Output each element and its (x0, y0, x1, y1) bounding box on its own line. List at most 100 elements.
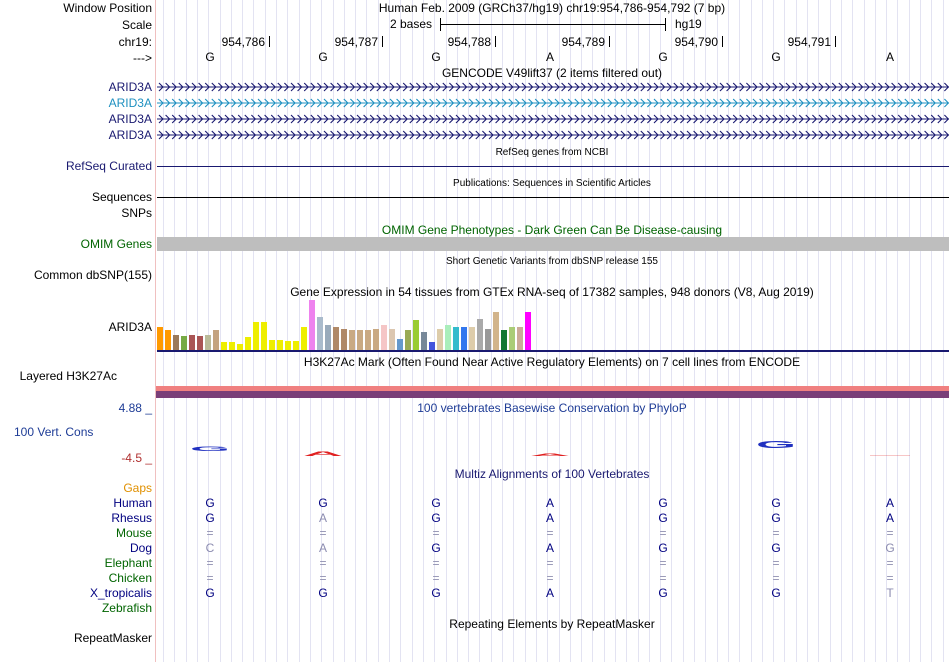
h3k27ac-label[interactable]: Layered H3K27Ac (19, 369, 117, 383)
gtex-tissue-bar[interactable] (277, 340, 283, 350)
omim-label[interactable]: OMIM Genes (80, 237, 152, 251)
strand-arrow (330, 98, 336, 108)
multiz-species-label[interactable]: X_tropicalis (89, 586, 152, 600)
gtex-tissue-bar[interactable] (493, 312, 499, 350)
strand-arrow (871, 130, 877, 140)
publications-line[interactable] (157, 197, 949, 198)
gtex-tissue-bar[interactable] (325, 325, 331, 350)
multiz-species-label[interactable]: Rhesus (111, 511, 152, 525)
multiz-species-label[interactable]: Elephant (104, 556, 152, 570)
strand-arrow (257, 130, 263, 140)
snps-label[interactable]: SNPs (121, 206, 152, 220)
multiz-base: G (771, 541, 781, 555)
phylop-base-logo[interactable]: — (868, 445, 912, 457)
strand-arrow (462, 98, 468, 108)
gencode-gene-label[interactable]: ARID3A (108, 96, 152, 110)
dbsnp-label[interactable]: Common dbSNP(155) (33, 268, 152, 282)
strand-arrow (297, 98, 303, 108)
gtex-tissue-bar[interactable] (461, 327, 467, 350)
gtex-tissue-bar[interactable] (517, 327, 523, 350)
gtex-tissue-bar[interactable] (365, 330, 371, 350)
gtex-tissue-bar[interactable] (405, 330, 411, 350)
phylop-base-logo[interactable]: G (188, 440, 232, 453)
multiz-species-label[interactable]: Chicken (108, 571, 152, 585)
gtex-tissue-bar[interactable] (197, 336, 203, 350)
gencode-gene-label[interactable]: ARID3A (108, 112, 152, 126)
strand-arrow (244, 98, 250, 108)
phylop-base-logo[interactable]: A (528, 445, 572, 457)
gtex-tissue-bar[interactable] (269, 340, 275, 350)
gtex-tissue-bar[interactable] (341, 329, 347, 350)
gtex-tissue-bar[interactable] (293, 341, 299, 350)
strand-arrow (647, 114, 653, 124)
gtex-tissue-bar[interactable] (357, 330, 363, 350)
strand-arrow (185, 82, 191, 92)
gtex-tissue-bar[interactable] (421, 332, 427, 350)
gencode-transcript[interactable] (157, 82, 949, 92)
gencode-transcript[interactable] (157, 114, 949, 124)
gtex-tissue-bar[interactable] (221, 342, 227, 350)
refseq-label[interactable]: RefSeq Curated (65, 159, 152, 173)
gtex-tissue-bar[interactable] (333, 327, 339, 350)
ruler-position: 954,790 (674, 35, 718, 49)
multiz-species-label[interactable]: Mouse (115, 526, 152, 540)
strand-arrow (772, 114, 778, 124)
gtex-tissue-bar[interactable] (261, 322, 267, 350)
gencode-gene-label[interactable]: ARID3A (108, 128, 152, 142)
gtex-tissue-bar[interactable] (309, 300, 315, 350)
gtex-label[interactable]: ARID3A (108, 320, 152, 334)
gtex-tissue-bar[interactable] (189, 335, 195, 350)
strand-arrow (937, 98, 943, 108)
gtex-tissue-bar[interactable] (453, 327, 459, 350)
grid-line (807, 0, 808, 662)
gtex-tissue-bar[interactable] (469, 327, 475, 350)
strand-arrow (693, 114, 699, 124)
gtex-tissue-bar[interactable] (437, 329, 443, 350)
gtex-tissue-bar[interactable] (205, 335, 211, 350)
multiz-species-label[interactable]: Zebrafish (101, 601, 152, 615)
gtex-tissue-bar[interactable] (381, 325, 387, 350)
gtex-tissue-bar[interactable] (317, 317, 323, 350)
gtex-tissue-bar[interactable] (165, 330, 171, 350)
repeatmasker-label[interactable]: RepeatMasker (73, 631, 152, 645)
gtex-tissue-bar[interactable] (413, 320, 419, 350)
publications-label[interactable]: Sequences (91, 190, 152, 204)
gtex-tissue-bar[interactable] (525, 312, 531, 350)
gtex-tissue-bar[interactable] (509, 327, 515, 350)
phylop-base-logo[interactable]: G (754, 437, 798, 450)
gencode-transcript[interactable] (157, 130, 949, 140)
gtex-tissue-bar[interactable] (501, 330, 507, 350)
gtex-tissue-bar[interactable] (373, 329, 379, 350)
strand-arrow (343, 98, 349, 108)
gtex-tissue-bar[interactable] (485, 329, 491, 350)
strand-arrow (534, 82, 540, 92)
omim-feature-bar[interactable] (157, 237, 949, 251)
gtex-tissue-bar[interactable] (429, 342, 435, 350)
multiz-species-label[interactable]: Dog (129, 541, 152, 555)
gtex-tissue-bar[interactable] (237, 344, 243, 350)
gtex-tissue-bar[interactable] (349, 330, 355, 350)
gtex-tissue-bar[interactable] (301, 327, 307, 350)
gtex-tissue-bar[interactable] (245, 337, 251, 350)
gencode-gene-label[interactable]: ARID3A (108, 80, 152, 94)
gtex-tissue-bar[interactable] (253, 322, 259, 350)
gtex-tissue-bar[interactable] (181, 336, 187, 350)
gtex-tissue-bar[interactable] (445, 325, 451, 350)
phylop-label[interactable]: 100 Vert. Cons (14, 425, 94, 439)
gtex-tissue-bar[interactable] (477, 319, 483, 350)
gencode-transcript[interactable] (157, 98, 949, 108)
gtex-tissue-bar[interactable] (285, 341, 291, 350)
gtex-tissue-bar[interactable] (229, 342, 235, 350)
strand-arrow (501, 114, 507, 124)
phylop-base-logo[interactable]: A (301, 445, 346, 458)
multiz-species-label[interactable]: Human (113, 496, 152, 510)
gtex-tissue-bar[interactable] (389, 329, 395, 350)
strand-arrow (752, 114, 758, 124)
strand-arrow (911, 82, 917, 92)
gtex-tissue-bar[interactable] (397, 339, 403, 350)
gtex-tissue-bar[interactable] (173, 335, 179, 350)
refseq-gene-line[interactable] (157, 166, 949, 167)
gtex-tissue-bar[interactable] (157, 327, 163, 350)
strand-arrow (548, 130, 554, 140)
gtex-tissue-bar[interactable] (213, 330, 219, 350)
